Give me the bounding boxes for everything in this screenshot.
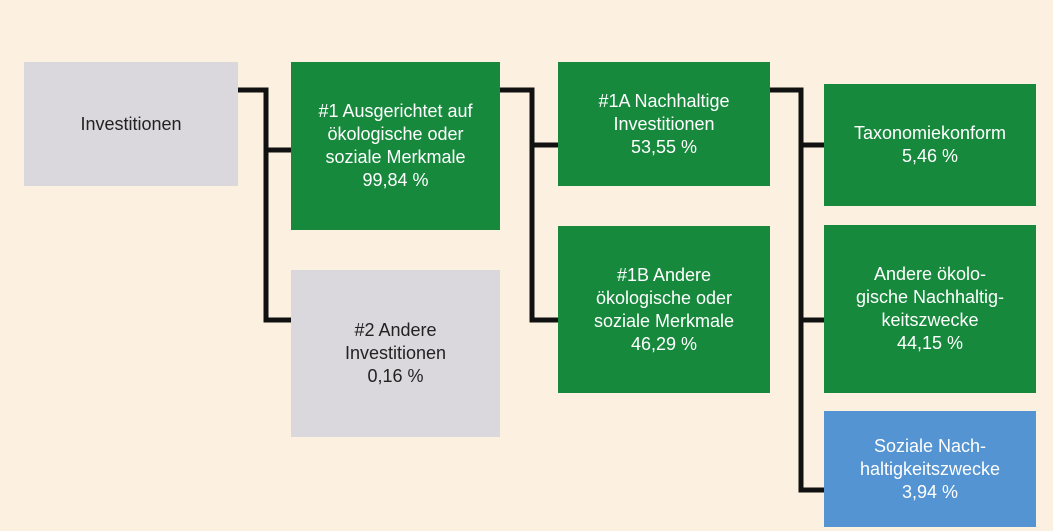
node-text: #1B Andere — [616, 264, 712, 285]
node-text: gische Nachhaltig- — [855, 287, 1005, 307]
node-box: Soziale Nach-haltigkeitszwecke 3,94 % — [824, 411, 1036, 527]
connector — [770, 87, 824, 493]
node-box: Investitionen — [24, 62, 238, 186]
node-text: keitszwecke — [881, 310, 979, 330]
node-text: #1 Ausgerichtet auf — [318, 101, 473, 121]
node-text: 99,84 % — [362, 170, 429, 190]
node-text: 5,46 % — [901, 146, 959, 166]
node-text: 3,94 % — [901, 481, 959, 502]
node-box: #1 Ausgerichtet auf ökologische oder sozia… — [291, 62, 500, 230]
connector-lines — [238, 87, 824, 493]
node-text: #1A Nachhaltige — [598, 90, 730, 111]
node-box: Andere ökolo-gische Nachhaltig-keitszwec… — [824, 225, 1036, 393]
node-text: soziale Merkmale — [325, 147, 466, 167]
node-text: soziale Merkmale — [593, 310, 735, 331]
connector — [238, 87, 291, 323]
node-text: Andere ökolo- — [873, 264, 987, 284]
node-text: haltigkeitszwecke — [859, 458, 1001, 479]
node-text: 44,15 % — [896, 333, 964, 353]
node-box: #2 Andere Investitionen 0,16 % — [291, 270, 500, 437]
node-box: Taxonomiekonform 5,46 % — [824, 84, 1036, 206]
node-box: #1B Andere ökologische oder soziale Merkma… — [558, 226, 770, 393]
node-text: Soziale Nach- — [873, 435, 987, 456]
node-text: 46,29 % — [630, 333, 698, 354]
node-text: ökologische oder — [327, 124, 464, 144]
node-text: Taxonomiekonform — [853, 123, 1007, 143]
node-text: 53,55 % — [630, 136, 698, 157]
node-box: #1A Nachhaltige Investitionen 53,55 % — [558, 62, 770, 186]
node-text: 0,16 % — [367, 366, 424, 386]
node-text: Investitionen — [344, 343, 447, 363]
connector — [500, 87, 558, 323]
node-text: ökologische oder — [595, 287, 733, 308]
node-text: Investitionen — [80, 113, 182, 134]
node-text: Investitionen — [613, 113, 715, 134]
node-text: #2 Andere — [354, 320, 437, 340]
